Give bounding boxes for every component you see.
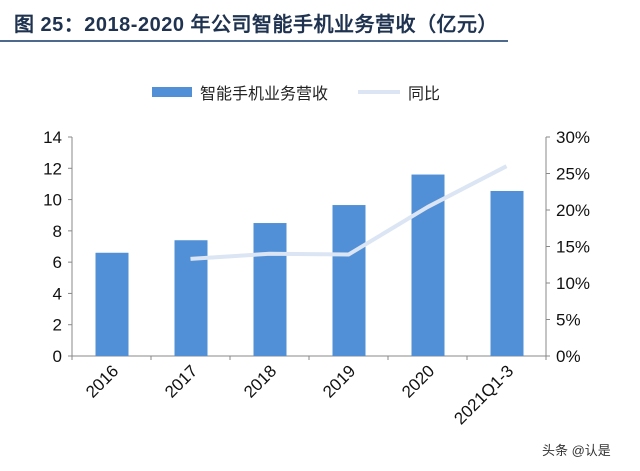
- x-tick-label: 2019: [319, 361, 359, 401]
- left-tick-label: 14: [43, 128, 62, 147]
- right-tick-label: 25%: [556, 165, 590, 184]
- x-tick-label: 2017: [161, 361, 201, 401]
- bar-2016: [95, 252, 129, 356]
- right-tick-label: 20%: [556, 201, 590, 220]
- watermark: 头条 @认是: [542, 443, 611, 458]
- legend-label-yoy: 同比: [408, 86, 441, 103]
- left-tick-label: 2: [53, 316, 62, 335]
- x-tick-label: 2016: [82, 361, 122, 401]
- figure-title: 图 25：2018-2020 年公司智能手机业务营收（亿元）: [14, 14, 499, 36]
- left-tick-label: 10: [43, 191, 62, 210]
- right-tick-label: 5%: [556, 311, 581, 330]
- bar-2019: [332, 205, 366, 356]
- legend-label-revenue: 智能手机业务营收: [200, 86, 329, 103]
- legend-swatch-line: [358, 90, 401, 94]
- right-tick-label: 0%: [556, 347, 581, 366]
- right-tick-label: 15%: [556, 238, 590, 257]
- bar-2021Q1-3: [490, 190, 524, 356]
- left-tick-label: 8: [53, 222, 62, 241]
- x-tick-label: 2020: [398, 361, 438, 401]
- left-tick-label: 12: [43, 159, 62, 178]
- x-tick-label: 2018: [240, 361, 280, 401]
- left-tick-label: 4: [53, 284, 62, 303]
- bar-2018: [253, 223, 287, 356]
- legend: 智能手机业务营收 同比: [152, 80, 440, 104]
- x-tick-label: 2021Q1-3: [450, 361, 517, 428]
- title-underline: [0, 40, 508, 42]
- left-tick-label: 0: [53, 347, 62, 366]
- right-tick-label: 10%: [556, 274, 590, 293]
- right-tick-label: 30%: [556, 128, 590, 147]
- legend-swatch-bar: [152, 87, 192, 97]
- left-tick-label: 6: [53, 253, 62, 272]
